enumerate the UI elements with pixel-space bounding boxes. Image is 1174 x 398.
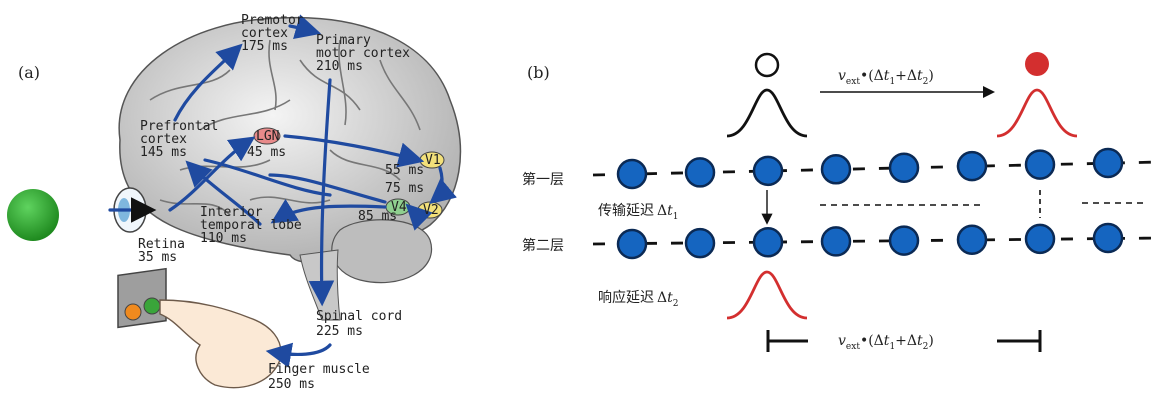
label-lgn: LGN xyxy=(256,129,279,144)
panel-b: (b) vext•(Δt1+Δt2) 第一层 第二层 传输延迟 Δt1 xyxy=(522,52,1161,352)
label-v2: V2 xyxy=(423,203,439,218)
layer1-neurons xyxy=(616,147,1124,190)
label-primary-motor: Primary motor cortex 210 ms xyxy=(316,33,418,74)
label-premotor: Premotor cortex 175 ms xyxy=(241,13,311,54)
panel-b-label: (b) xyxy=(527,63,550,82)
top-formula: vext•(Δt1+Δt2) xyxy=(838,68,934,87)
label-v4: V4 xyxy=(391,200,407,215)
layer2-neuron xyxy=(888,225,920,256)
hand-illustration xyxy=(117,267,282,389)
output-filled-circle xyxy=(1025,52,1049,76)
time-premotor: 175 ms xyxy=(241,39,288,54)
layer2-neuron xyxy=(684,227,716,259)
response-gaussian xyxy=(726,270,808,320)
layer2-neurons xyxy=(616,222,1124,260)
time-spinal: 225 ms xyxy=(316,324,363,339)
layer2-neuron xyxy=(956,224,988,255)
layer1-neuron xyxy=(1024,149,1056,180)
layer1-neuron xyxy=(616,158,648,190)
label-prefrontal: Prefrontal cortex 145 ms xyxy=(140,119,226,160)
layer2-neuron xyxy=(1024,223,1056,255)
time-lgn: 45 ms xyxy=(247,145,286,160)
layer1-neuron xyxy=(684,157,716,188)
label-retina: Retina 35 ms xyxy=(138,237,193,265)
time-primary-motor: 210 ms xyxy=(316,59,363,74)
label-spinal: Spinal cord 225 ms xyxy=(316,309,410,339)
input-empty-circle xyxy=(754,52,780,78)
time-retina: 35 ms xyxy=(138,250,177,265)
bottom-formula: vext•(Δt1+Δt2) xyxy=(838,333,934,352)
layer2-neuron xyxy=(616,228,648,260)
transmission-delay-label: 传输延迟 Δt1 xyxy=(598,203,679,222)
layer2-neuron xyxy=(1092,222,1124,254)
time-prefrontal: 145 ms xyxy=(140,145,187,160)
response-delay-label: 响应延迟 Δt2 xyxy=(598,289,679,309)
time-finger: 250 ms xyxy=(268,377,315,392)
stimulus-dot xyxy=(7,189,59,241)
panel-a: (a) xyxy=(7,13,462,392)
panel-a-label: (a) xyxy=(18,63,40,82)
layer1-neuron xyxy=(752,155,784,187)
time-v1: 55 ms xyxy=(385,163,424,178)
layer2-label: 第二层 xyxy=(522,237,564,254)
layer2-neuron xyxy=(820,226,852,257)
layer1-neuron xyxy=(956,150,988,182)
lgn-marker xyxy=(253,127,281,145)
layer1-neuron xyxy=(1092,147,1124,179)
pathway-arrows xyxy=(108,14,457,368)
layer2-neuron xyxy=(752,227,784,258)
time-v2: 75 ms xyxy=(385,181,424,196)
time-it: 110 ms xyxy=(200,231,247,246)
label-it: Interior temporal lobe 110 ms xyxy=(200,205,310,246)
time-v4: 85 ms xyxy=(358,209,397,224)
label-v1: V1 xyxy=(425,153,441,168)
label-finger: Finger muscle 250 ms xyxy=(268,362,378,392)
layer1-neuron xyxy=(888,152,920,183)
layer2-line xyxy=(592,236,1161,246)
layer1-neuron xyxy=(820,154,852,185)
output-gaussian xyxy=(996,88,1078,138)
input-gaussian xyxy=(726,88,808,138)
layer1-line xyxy=(592,160,1161,177)
layer1-label: 第一层 xyxy=(522,171,564,188)
